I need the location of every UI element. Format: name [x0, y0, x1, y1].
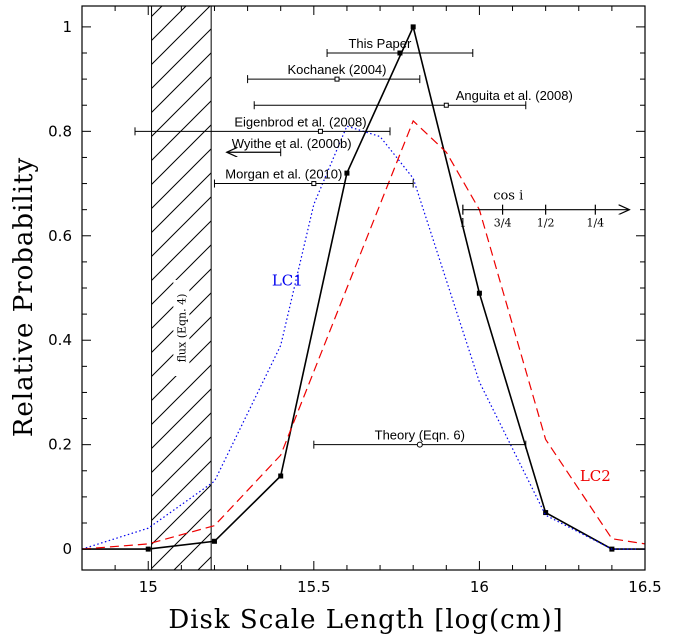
measurement-label-eigenbrod-et-al-2008: Eigenbrod et al. (2008) — [234, 114, 366, 129]
series-point-main — [543, 510, 549, 516]
x-axis-label: Disk Scale Length [log(cm)] — [168, 605, 563, 635]
cos-i-tick-label: 3/4 — [494, 217, 512, 230]
measurements-layer: This Paper Kochanek (2004) Anguita et al. … — [134, 36, 573, 449]
measurement-label-morgan-et-al-2010: Morgan et al. (2010) — [225, 167, 342, 182]
y-tick-label: 0.4 — [48, 331, 72, 349]
series-point-main — [410, 24, 416, 30]
y-axis-label: Relative Probability — [9, 157, 39, 437]
measurement-label-kochanek-2004: Kochanek (2004) — [287, 62, 386, 77]
x-tick-label: 15 — [139, 578, 158, 596]
cos-i-tick-label: 1/4 — [586, 217, 604, 230]
measurement-marker-morgan-et-al-2010 — [311, 181, 317, 187]
series-label-lc1: LC1 — [272, 271, 303, 289]
series-point-main — [278, 473, 284, 479]
measurement-marker-theory-eqn-6 — [416, 441, 423, 448]
cos-i-scale: cos i 1 3/4 1/2 1/4 — [459, 189, 628, 230]
cos-i-label: cos i — [493, 189, 523, 204]
measurement-marker-anguita-et-al-2008 — [443, 102, 449, 108]
y-tick-label: 0 — [62, 540, 72, 558]
x-tick-label: 16 — [470, 578, 489, 596]
y-tick-label: 0.8 — [48, 122, 72, 140]
measurement-label-this-paper: This Paper — [348, 36, 412, 51]
measurement-label-wyithe-et-al-2000b: Wyithe et al. (2000b) — [232, 136, 352, 151]
hatched-region-layer: flux (Eqn. 4) — [151, 6, 212, 570]
series-line-main — [82, 24, 645, 550]
measurement-label-anguita-et-al-2008: Anguita et al. (2008) — [456, 88, 573, 103]
series-point-main — [476, 290, 482, 296]
flux-label-background — [173, 280, 190, 376]
series-point-main — [211, 538, 217, 544]
measurement-marker-this-paper — [397, 50, 403, 56]
y-tick-label: 0.6 — [48, 227, 72, 245]
y-tick-label: 1 — [62, 18, 72, 36]
measurement-marker-kochanek-2004 — [334, 76, 340, 82]
series-point-main — [145, 546, 151, 552]
series-label-lc2: LC2 — [580, 467, 611, 485]
measurement-marker-eigenbrod-et-al-2008 — [317, 128, 323, 134]
x-tick-label: 15.5 — [297, 578, 330, 596]
x-tick-label: 16.5 — [628, 578, 661, 596]
cos-i-tick-label: 1/2 — [537, 217, 555, 230]
series-point-main — [344, 170, 350, 176]
measurement-label-theory-eqn-6: Theory (Eqn. 6) — [375, 428, 465, 443]
cos-i-tick-label: 1 — [459, 217, 466, 230]
series-line-lc2 — [81, 119, 646, 550]
plot-frame: 15 15.5 16 16.5 0 0.2 0.4 0.6 0.8 1 — [48, 5, 662, 596]
y-tick-label: 0.2 — [48, 436, 72, 454]
flux-region-label: flux (Eqn. 4) — [175, 294, 188, 363]
